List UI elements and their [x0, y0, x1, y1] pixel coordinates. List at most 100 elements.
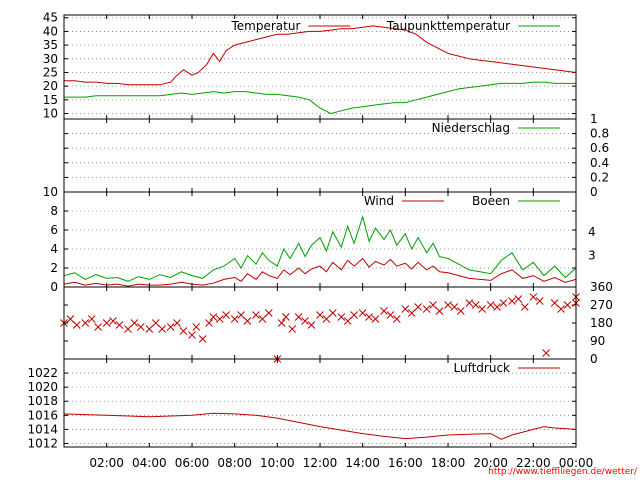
wind-direction-point [529, 293, 538, 301]
wind-direction-point [264, 309, 273, 317]
wind-direction-point [478, 305, 486, 313]
wind-direction-point [414, 303, 422, 311]
wind-direction-point [542, 349, 550, 357]
pressure-ytick-label: 1022 [27, 366, 58, 380]
wind-direction-point [486, 301, 495, 309]
wind-direction-point [277, 319, 286, 327]
temperature-ytick-label: 45 [43, 11, 58, 25]
wind-series-1-line [63, 257, 577, 287]
wind-direction-point [301, 317, 309, 325]
wind-direction-point [115, 321, 124, 329]
wind-direction-ytick-label: 270 [590, 298, 613, 312]
wind-direction-point [72, 321, 81, 329]
pressure-ytick-label: 1016 [27, 408, 58, 422]
wind-direction-point [550, 299, 559, 307]
wind-direction-point [392, 315, 401, 323]
wind-direction-point [158, 325, 166, 333]
wind-direction-point [237, 311, 245, 319]
wind-direction-ytick-label: 360 [590, 280, 613, 294]
wind-direction-point [465, 299, 474, 307]
wind-direction-point [535, 297, 544, 305]
wind-direction-point [358, 309, 367, 317]
wind-direction-point [350, 311, 358, 319]
wind-direction-point [102, 319, 111, 327]
wind-direction-point [94, 323, 102, 331]
wind-ytick-label: 2 [50, 261, 58, 275]
pressure-ytick-label: 1020 [27, 380, 58, 394]
x-tick-label: 22:00 [516, 456, 551, 470]
wind-direction-point [337, 313, 346, 321]
wind-direction-point [450, 303, 459, 311]
wind-direction-point [87, 315, 96, 323]
temperature-ytick-label: 20 [43, 79, 58, 93]
x-tick-label: 04:00 [132, 456, 167, 470]
temperature-ytick-label: 10 [43, 107, 58, 121]
wind-direction-point [230, 315, 239, 323]
x-tick-label: 06:00 [175, 456, 210, 470]
temperature-legend-label: Taupunkttemperatur [386, 19, 510, 33]
wind-direction-point [456, 307, 465, 315]
wind-direction-point [316, 311, 324, 319]
precipitation-ytick-label: 0.6 [590, 141, 609, 155]
wind-direction-point [66, 315, 75, 323]
wind-direction-point [435, 307, 444, 315]
wind-direction-point [429, 301, 437, 309]
wind-direction-point [205, 319, 213, 327]
x-tick-label: 14:00 [345, 456, 380, 470]
wind-ytick-label: 8 [50, 204, 58, 218]
wind-series-2-line [63, 214, 577, 282]
wind-direction-point [493, 303, 501, 311]
temperature-series-1-line [64, 25, 577, 86]
wind-direction-point [136, 323, 145, 331]
wind-direction-point [109, 317, 117, 325]
precipitation-ytick-label: 0.4 [590, 156, 609, 170]
wind-direction-point [252, 311, 260, 319]
x-tick-label: 20:00 [473, 456, 508, 470]
wind-direction-point [179, 327, 188, 335]
wind-ytick-label: 4 [50, 242, 58, 256]
wind-direction-point [563, 301, 572, 309]
wind-direction-point [166, 323, 175, 331]
precipitation-ytick-label: 0 [590, 185, 598, 199]
precipitation-legend-label: Niederschlag [432, 121, 510, 135]
wind-direction-point [471, 301, 480, 309]
wind-direction-point [386, 311, 395, 319]
wind-direction-point [81, 319, 90, 327]
x-tick-label: 08:00 [217, 456, 252, 470]
wind-direction-point [282, 313, 290, 321]
wind-direction-point [307, 321, 316, 329]
wind-direction-point [288, 325, 297, 333]
pressure-ytick-label: 1014 [27, 422, 58, 436]
wind-direction-frame [63, 286, 577, 360]
wind-direction-point [343, 317, 352, 325]
wind-direction-point [328, 309, 337, 317]
x-tick-label: 12:00 [303, 456, 338, 470]
wind-legend-label: Boeen [472, 194, 510, 208]
temperature-ytick-label: 30 [43, 52, 58, 66]
wind-direction-point [198, 335, 207, 343]
wind-direction-point [124, 325, 132, 333]
wind-direction-point [130, 319, 139, 327]
wind-direction-point [222, 311, 230, 319]
wind-direction-ytick-label: 180 [590, 316, 613, 330]
wind-ytick-label: 10 [43, 185, 58, 199]
wind-direction-ytick-label: 90 [590, 334, 605, 348]
wind-direction-point [508, 297, 516, 305]
precipitation-ytick-label: 0.8 [590, 127, 609, 141]
source-url[interactable]: http://www.tiefflliegen.de/wetter/ [488, 467, 638, 477]
pressure-ytick-label: 1018 [27, 394, 58, 408]
pressure-legend-label: Luftdruck [453, 361, 510, 375]
x-tick-label: 18:00 [431, 456, 466, 470]
wind-direction-point [151, 319, 160, 327]
wind-legend-label: Wind [364, 194, 394, 208]
temperature-series-2-line [64, 81, 576, 115]
wind-direction-point [209, 313, 218, 321]
x-tick-label: 10:00 [260, 456, 295, 470]
wind-direction-point [557, 305, 565, 313]
temperature-ytick-label: 25 [43, 65, 58, 79]
temperature-ytick-label: 15 [43, 93, 58, 107]
wind-direction-point [514, 295, 523, 303]
wind-right-label: 3 [588, 249, 596, 263]
wind-direction-point [173, 319, 181, 327]
